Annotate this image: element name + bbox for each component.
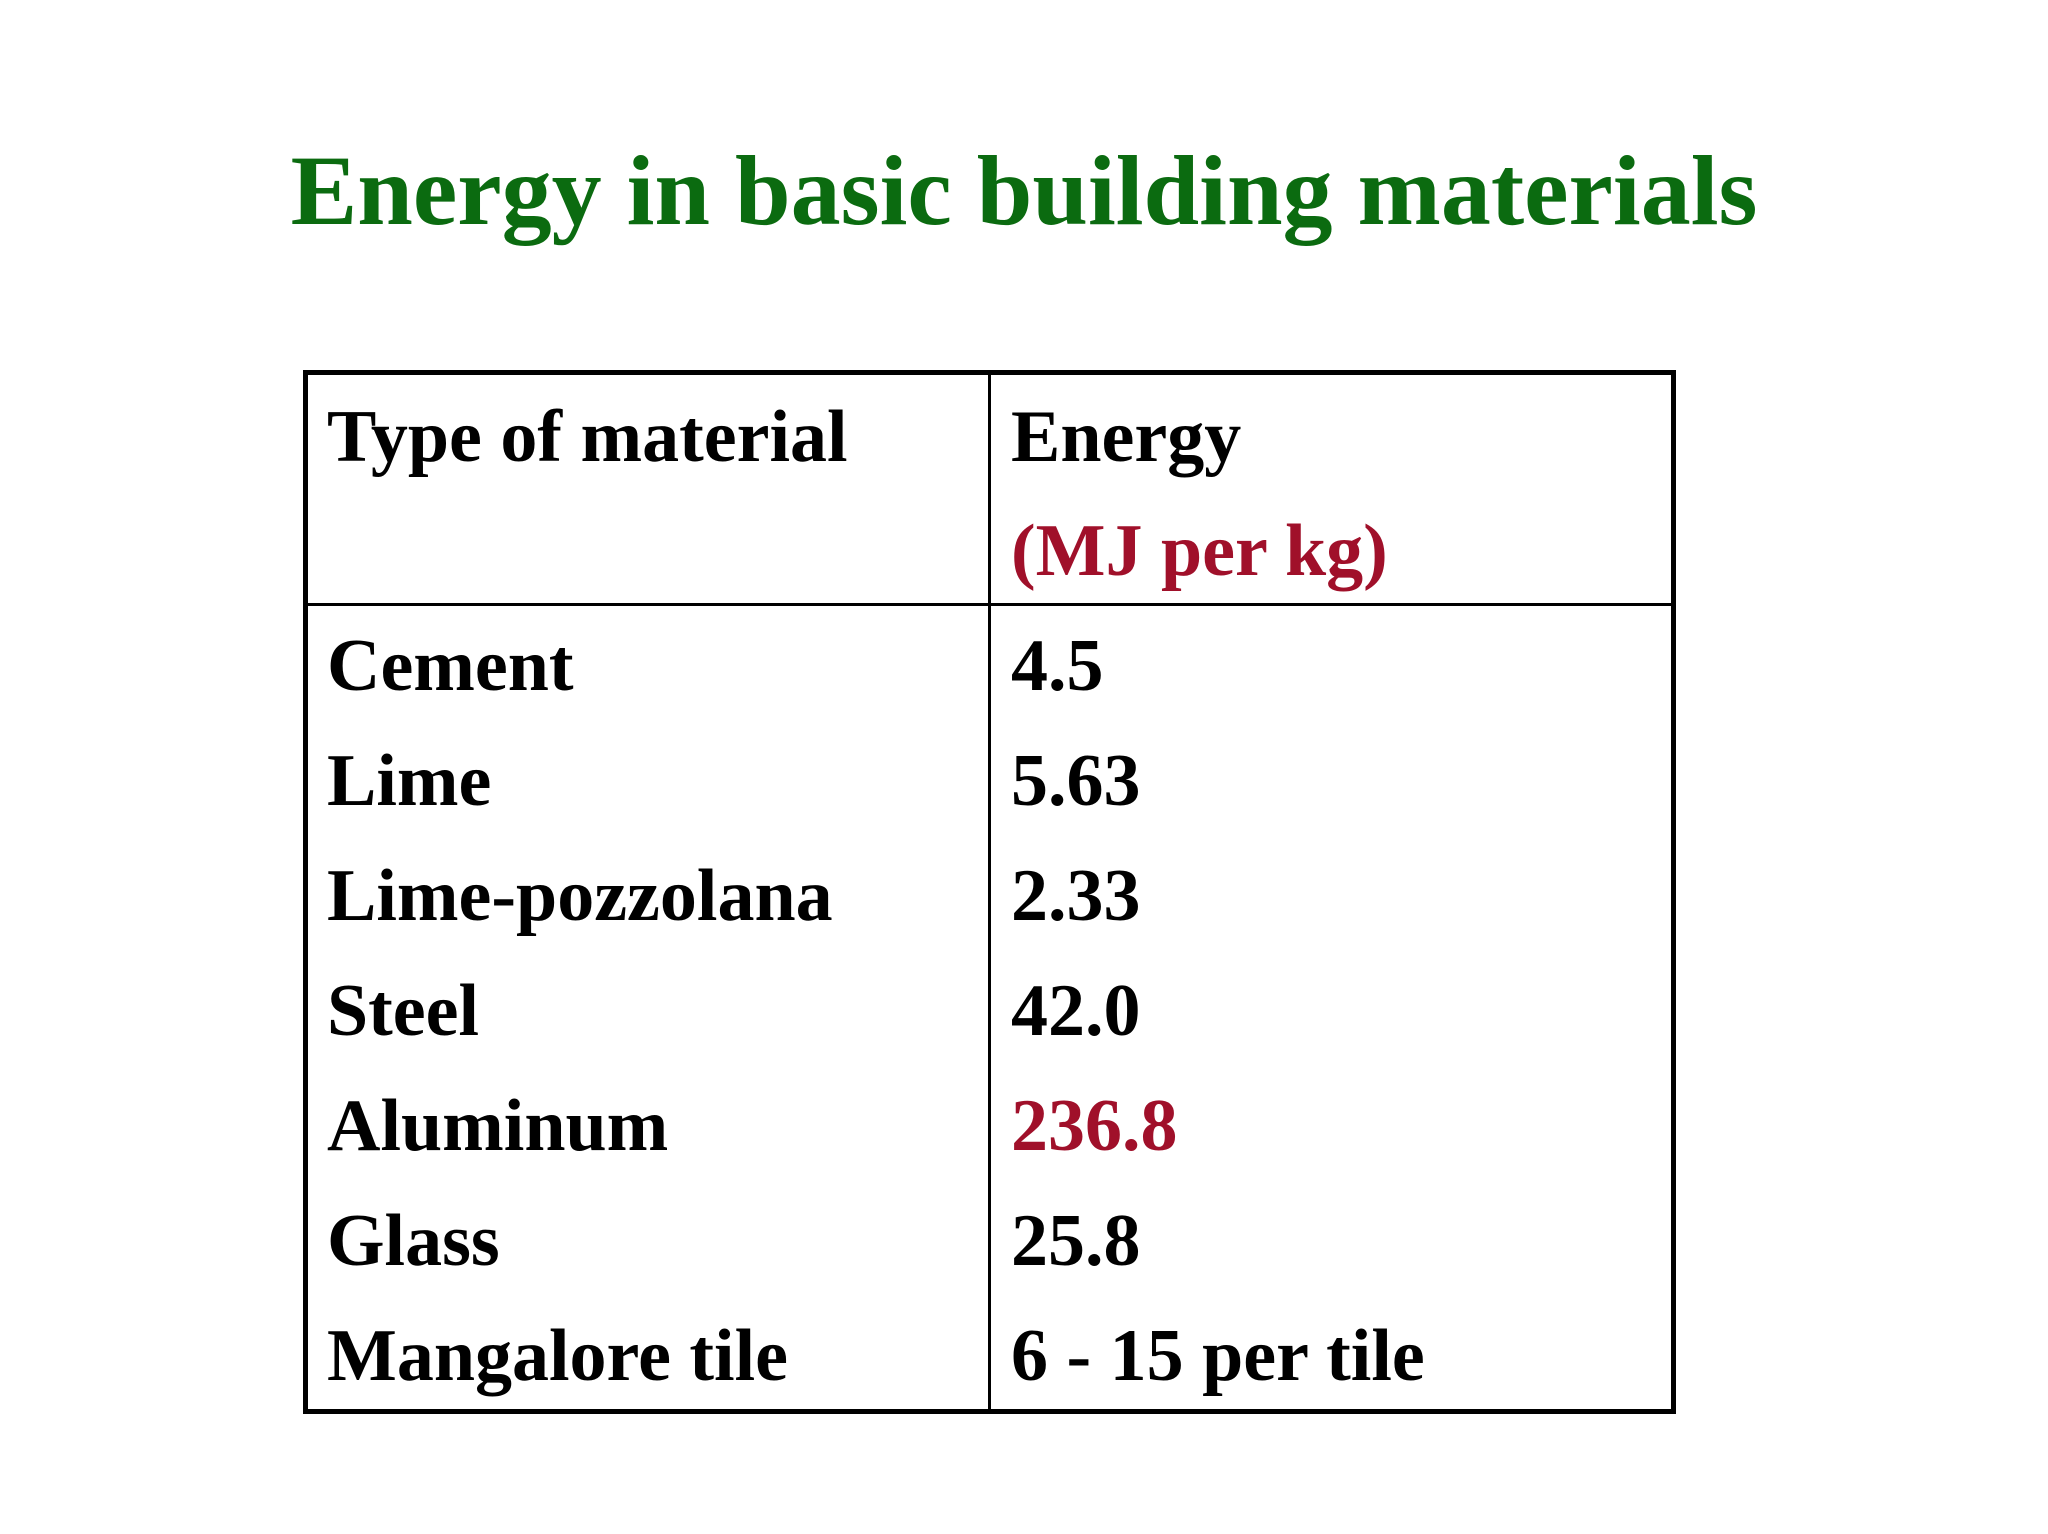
header-cell: Energy (1011, 396, 1242, 478)
energy-cell: 5.63 (1011, 740, 1141, 822)
energy-cell: 236.8 (1011, 1085, 1178, 1167)
energy-cell: 4.5 (1011, 625, 1104, 707)
header-cell: Type of material (327, 396, 848, 478)
energy-cell: 2.33 (1011, 855, 1141, 937)
column-divider (988, 370, 991, 1414)
material-cell: Steel (327, 970, 480, 1052)
table-border-left (303, 370, 308, 1414)
slide-title: Energy in basic building materials (290, 135, 1758, 246)
material-cell: Lime (327, 740, 492, 822)
energy-cell: 25.8 (1011, 1200, 1141, 1282)
table-border-right (1671, 370, 1676, 1414)
material-cell: Lime-pozzolana (327, 855, 833, 937)
material-cell: Aluminum (327, 1085, 669, 1167)
energy-cell: 6 - 15 per tile (1011, 1315, 1425, 1397)
material-cell: Glass (327, 1200, 500, 1282)
header-unit: (MJ per kg) (1011, 510, 1388, 592)
header-divider (303, 603, 1676, 606)
material-cell: Mangalore tile (327, 1315, 789, 1397)
energy-cell: 42.0 (1011, 970, 1141, 1052)
material-cell: Cement (327, 625, 574, 707)
